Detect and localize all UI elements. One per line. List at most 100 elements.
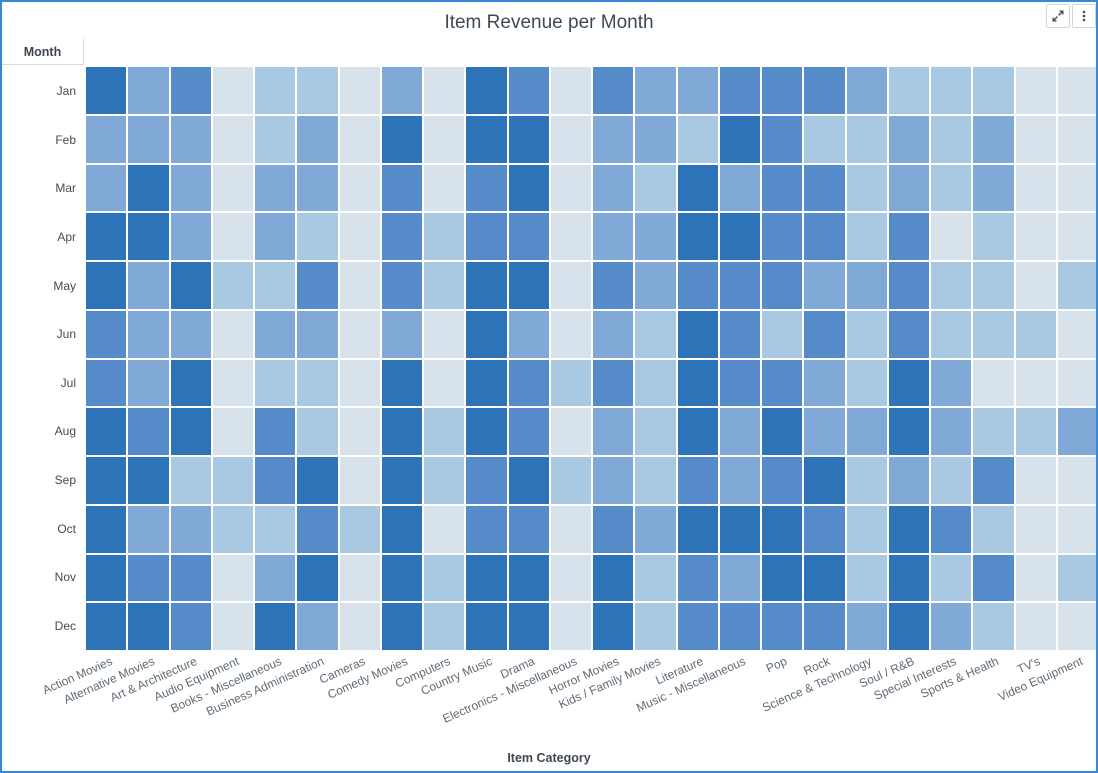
- heatmap-cell[interactable]: [381, 310, 422, 358]
- heatmap-cell[interactable]: [846, 457, 887, 504]
- heatmap-cell[interactable]: [381, 603, 422, 650]
- heatmap-cell[interactable]: [1057, 67, 1096, 114]
- heatmap-cell[interactable]: [593, 164, 634, 212]
- heatmap-cell[interactable]: [297, 213, 338, 260]
- heatmap-cell[interactable]: [297, 505, 338, 553]
- heatmap-cell[interactable]: [508, 115, 549, 163]
- heatmap-cell[interactable]: [128, 505, 169, 553]
- heatmap-cell[interactable]: [593, 359, 634, 407]
- heatmap-cell[interactable]: [297, 164, 338, 212]
- heatmap-cell[interactable]: [635, 67, 676, 114]
- heatmap-cell[interactable]: [719, 554, 760, 602]
- heatmap-cell[interactable]: [677, 457, 718, 504]
- heatmap-cell[interactable]: [973, 554, 1014, 602]
- heatmap-cell[interactable]: [762, 213, 803, 260]
- heatmap-cell[interactable]: [381, 457, 422, 504]
- heatmap-cell[interactable]: [297, 359, 338, 407]
- heatmap-cell[interactable]: [719, 457, 760, 504]
- heatmap-cell[interactable]: [339, 554, 380, 602]
- heatmap-cell[interactable]: [888, 554, 929, 602]
- heatmap-cell[interactable]: [86, 115, 127, 163]
- heatmap-cell[interactable]: [339, 505, 380, 553]
- heatmap-cell[interactable]: [508, 457, 549, 504]
- heatmap-cell[interactable]: [719, 505, 760, 553]
- heatmap-cell[interactable]: [466, 310, 507, 358]
- heatmap-cell[interactable]: [508, 262, 549, 309]
- heatmap-cell[interactable]: [86, 408, 127, 455]
- heatmap-cell[interactable]: [593, 505, 634, 553]
- heatmap-cell[interactable]: [1015, 310, 1056, 358]
- heatmap-cell[interactable]: [931, 554, 972, 602]
- heatmap-cell[interactable]: [424, 554, 465, 602]
- heatmap-cell[interactable]: [973, 310, 1014, 358]
- heatmap-cell[interactable]: [846, 164, 887, 212]
- heatmap-cell[interactable]: [339, 262, 380, 309]
- heatmap-cell[interactable]: [381, 554, 422, 602]
- heatmap-cell[interactable]: [86, 164, 127, 212]
- heatmap-cell[interactable]: [846, 310, 887, 358]
- heatmap-cell[interactable]: [297, 457, 338, 504]
- heatmap-cell[interactable]: [550, 262, 591, 309]
- heatmap-cell[interactable]: [424, 164, 465, 212]
- heatmap-cell[interactable]: [804, 603, 845, 650]
- heatmap-cell[interactable]: [719, 359, 760, 407]
- heatmap-cell[interactable]: [339, 115, 380, 163]
- heatmap-cell[interactable]: [593, 213, 634, 260]
- heatmap-cell[interactable]: [381, 262, 422, 309]
- heatmap-cell[interactable]: [255, 310, 296, 358]
- heatmap-cell[interactable]: [846, 213, 887, 260]
- heatmap-cell[interactable]: [128, 164, 169, 212]
- heatmap-cell[interactable]: [719, 408, 760, 455]
- heatmap-cell[interactable]: [550, 554, 591, 602]
- heatmap-cell[interactable]: [888, 603, 929, 650]
- heatmap-cell[interactable]: [931, 164, 972, 212]
- heatmap-cell[interactable]: [424, 262, 465, 309]
- heatmap-cell[interactable]: [1015, 67, 1056, 114]
- heatmap-cell[interactable]: [508, 603, 549, 650]
- heatmap-cell[interactable]: [466, 164, 507, 212]
- heatmap-cell[interactable]: [212, 408, 253, 455]
- heatmap-cell[interactable]: [170, 457, 211, 504]
- heatmap-cell[interactable]: [804, 359, 845, 407]
- heatmap-cell[interactable]: [508, 67, 549, 114]
- heatmap-cell[interactable]: [677, 505, 718, 553]
- heatmap-cell[interactable]: [931, 213, 972, 260]
- heatmap-cell[interactable]: [128, 67, 169, 114]
- heatmap-cell[interactable]: [255, 67, 296, 114]
- heatmap-cell[interactable]: [888, 115, 929, 163]
- heatmap-cell[interactable]: [804, 457, 845, 504]
- heatmap-cell[interactable]: [212, 603, 253, 650]
- heatmap-cell[interactable]: [762, 67, 803, 114]
- heatmap-cell[interactable]: [86, 603, 127, 650]
- heatmap-cell[interactable]: [550, 115, 591, 163]
- heatmap-cell[interactable]: [550, 213, 591, 260]
- heatmap-cell[interactable]: [297, 603, 338, 650]
- heatmap-cell[interactable]: [86, 213, 127, 260]
- heatmap-cell[interactable]: [804, 213, 845, 260]
- heatmap-cell[interactable]: [255, 408, 296, 455]
- heatmap-cell[interactable]: [466, 115, 507, 163]
- heatmap-cell[interactable]: [973, 67, 1014, 114]
- heatmap-cell[interactable]: [1057, 603, 1096, 650]
- heatmap-cell[interactable]: [931, 67, 972, 114]
- heatmap-cell[interactable]: [1057, 408, 1096, 455]
- heatmap-cell[interactable]: [846, 262, 887, 309]
- heatmap-cell[interactable]: [719, 262, 760, 309]
- heatmap-cell[interactable]: [212, 457, 253, 504]
- heatmap-cell[interactable]: [212, 505, 253, 553]
- heatmap-cell[interactable]: [973, 164, 1014, 212]
- heatmap-cell[interactable]: [212, 262, 253, 309]
- heatmap-cell[interactable]: [1057, 310, 1096, 358]
- heatmap-cell[interactable]: [255, 213, 296, 260]
- heatmap-cell[interactable]: [677, 603, 718, 650]
- heatmap-cell[interactable]: [508, 310, 549, 358]
- heatmap-cell[interactable]: [804, 505, 845, 553]
- heatmap-cell[interactable]: [1057, 359, 1096, 407]
- heatmap-cell[interactable]: [1015, 115, 1056, 163]
- heatmap-cell[interactable]: [424, 67, 465, 114]
- heatmap-cell[interactable]: [846, 359, 887, 407]
- heatmap-cell[interactable]: [128, 213, 169, 260]
- heatmap-cell[interactable]: [593, 67, 634, 114]
- heatmap-cell[interactable]: [804, 115, 845, 163]
- heatmap-cell[interactable]: [339, 359, 380, 407]
